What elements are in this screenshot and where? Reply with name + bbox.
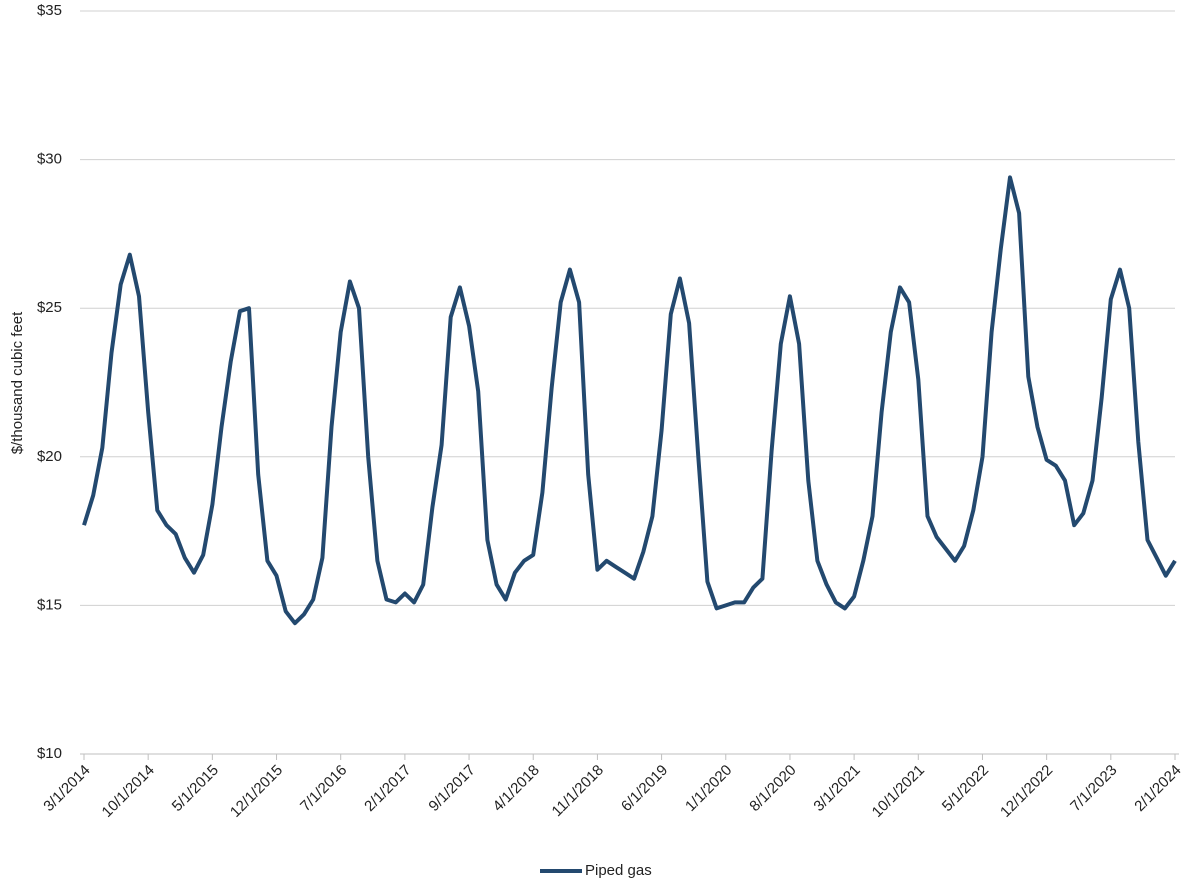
x-tick-label: 2/1/2017 xyxy=(361,762,414,815)
x-tick-label: 8/1/2020 xyxy=(746,762,799,815)
y-tick-label: $10 xyxy=(37,745,62,762)
y-tick-label: $15 xyxy=(37,596,62,613)
y-tick-label: $20 xyxy=(37,448,62,465)
x-tick-label: 7/1/2023 xyxy=(1067,762,1120,815)
y-tick-label: $25 xyxy=(37,299,62,316)
series-line xyxy=(82,175,1177,626)
x-tick-label: 3/1/2014 xyxy=(40,762,93,815)
x-tick-label: 4/1/2018 xyxy=(490,762,543,815)
y-tick-label: $30 xyxy=(37,151,62,168)
x-tick-label: 6/1/2019 xyxy=(618,762,671,815)
x-tick-label: 7/1/2016 xyxy=(297,762,350,815)
x-tick-label: 3/1/2021 xyxy=(810,762,863,815)
legend-label: Piped gas xyxy=(585,862,652,879)
x-tick-label: 5/1/2022 xyxy=(939,762,992,815)
x-tick-label: 1/1/2020 xyxy=(682,762,735,815)
y-tick-label: $35 xyxy=(37,2,62,19)
x-tick-label: 2/1/2024 xyxy=(1131,762,1184,815)
y-axis-title: $/thousand cubic feet xyxy=(9,311,26,454)
x-tick-label: 10/1/2021 xyxy=(869,762,928,821)
x-tick-label: 12/1/2015 xyxy=(227,762,286,821)
x-tick-label: 12/1/2022 xyxy=(997,762,1056,821)
x-tick-label: 9/1/2017 xyxy=(425,762,478,815)
x-tick-label: 10/1/2014 xyxy=(99,762,158,821)
x-tick-label: 11/1/2018 xyxy=(549,762,607,820)
x-tick-label: 5/1/2015 xyxy=(169,762,222,815)
